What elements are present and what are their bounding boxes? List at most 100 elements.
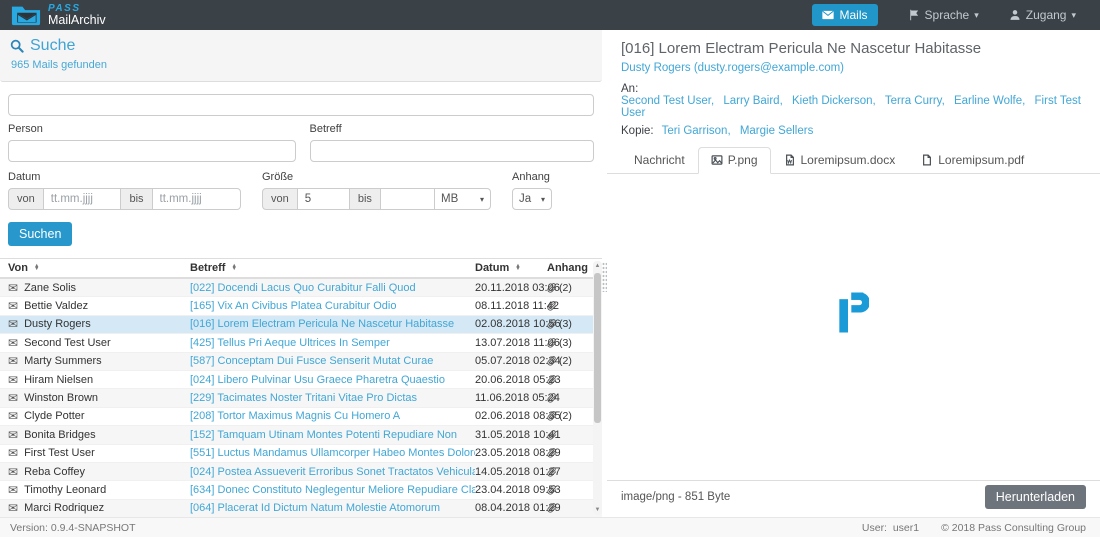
recipient-link[interactable]: Teri Garrison (661, 125, 728, 137)
mail-list-scrollbar[interactable]: ▲ ▼ (593, 261, 602, 515)
table-row[interactable]: ✉ Reba Coffey [024] Postea Assueverit Er… (0, 462, 602, 482)
sender-name: Timothy Leonard (24, 483, 107, 496)
sort-icon[interactable]: ▲▼ (515, 262, 521, 272)
size-unit-select[interactable]: MB ▾ (434, 188, 491, 210)
search-title-label: Suche (30, 37, 76, 54)
paperclip-icon (547, 485, 557, 495)
sender-name: Second Test User (24, 336, 111, 349)
recipient-link[interactable]: Margie Sellers (739, 125, 814, 137)
column-label: Anhang (547, 262, 588, 274)
column-header[interactable]: Datum ▲ ▼ (475, 262, 547, 274)
table-row[interactable]: ✉ Zane Solis [022] Docendi Lacus Quo Cur… (0, 279, 602, 298)
mails-label: Mails (839, 8, 868, 22)
table-row[interactable]: ✉ Bettie Valdez [165] Vix An Civibus Pla… (0, 297, 602, 316)
mail-subject-link[interactable]: [425] Tellus Pri Aeque Ultrices In Sempe… (190, 336, 390, 349)
attachment-preview (607, 174, 1100, 480)
mail-subject-link[interactable]: [208] Tortor Maximus Magnis Cu Homero A (190, 410, 401, 423)
column-label: Von (8, 262, 28, 274)
brand-subtitle: MailArchiv (48, 12, 106, 27)
fulltext-search-input[interactable] (8, 94, 594, 116)
download-button[interactable]: Herunterladen (984, 484, 1086, 509)
table-row[interactable]: ✉ Bonita Bridges [152] Tamquam Utinam Mo… (0, 426, 602, 445)
mail-subject-link[interactable]: [024] Postea Assueverit Erroribus Sonet … (190, 465, 475, 478)
splitter-grip-icon[interactable] (602, 262, 607, 292)
table-row[interactable]: ✉ Hiram Nielsen [024] Libero Pulvinar Us… (0, 371, 602, 390)
cc-recipients: Teri Garrison, Margie Sellers (661, 125, 814, 137)
date-von-input[interactable] (42, 188, 122, 210)
caret-down-icon: ▾ (974, 9, 979, 20)
envelope-icon: ✉ (8, 355, 19, 368)
table-row[interactable]: ✉ Winston Brown [229] Tacimates Noster T… (0, 389, 602, 408)
date-bis-input[interactable] (151, 188, 241, 210)
paperclip-icon (547, 338, 557, 348)
table-row[interactable]: ✉ Clyde Potter [208] Tortor Maximus Magn… (0, 408, 602, 427)
sort-icon[interactable]: ▲▼ (33, 262, 40, 272)
mail-subject-link[interactable]: [634] Donec Constituto Neglegentur Melio… (190, 483, 475, 496)
attachment-tab[interactable]: Nachricht (621, 147, 698, 174)
mail-subject-link[interactable]: [152] Tamquam Utinam Montes Potenti Repu… (190, 428, 457, 441)
panel-splitter[interactable] (602, 30, 607, 517)
sprache-menu[interactable]: Sprache ▾ (908, 8, 979, 22)
mail-subject-link[interactable]: [022] Docendi Lacus Quo Curabitur Falli … (190, 281, 416, 294)
recipient-link[interactable]: Larry Baird (723, 95, 780, 107)
mail-list: Von ▲▼ Betreff ▲▼ Datum ▲▼ Anhang ▲▼ ✉ Z… (0, 258, 602, 517)
sender-name: Hiram Nielsen (24, 373, 94, 386)
table-row[interactable]: ✉ Marty Summers [587] Conceptam Dui Fusc… (0, 352, 602, 371)
scroll-down-icon[interactable]: ▼ (594, 507, 601, 513)
mail-subject-link[interactable]: [016] Lorem Electram Pericula Ne Nascetu… (190, 318, 455, 331)
envelope-icon: ✉ (8, 300, 19, 313)
zugang-menu[interactable]: Zugang ▾ (1009, 8, 1076, 22)
attachment-tab[interactable]: Loremipsum.docx (771, 147, 909, 174)
mail-subject-link[interactable]: [229] Tacimates Noster Tritani Vitae Pro… (190, 392, 418, 405)
recipient-link[interactable]: Second Test User (621, 95, 711, 107)
betreff-input[interactable] (309, 140, 594, 162)
paperclip-icon (547, 466, 557, 477)
attachment-tab[interactable]: P.png (697, 147, 771, 174)
sort-icon[interactable]: ▲▼ (231, 262, 237, 272)
mail-date: 23.04.2018 09:53 (475, 483, 561, 496)
recipient-link[interactable]: First Test User (621, 95, 1081, 119)
envelope-icon: ✉ (8, 336, 19, 349)
table-row[interactable]: ✉ Dusty Rogers [016] Lorem Electram Peri… (0, 315, 602, 335)
paperclip-icon (547, 374, 557, 385)
mail-subject-link[interactable]: [064] Placerat Id Dictum Natum Molestie … (190, 502, 441, 515)
suchen-button[interactable]: Suchen (8, 222, 73, 246)
mail-date: 08.11.2018 11:42 (475, 300, 560, 313)
envelope-icon: ✉ (8, 373, 19, 386)
table-row[interactable]: ✉ Marci Rodriquez [064] Placerat Id Dict… (0, 499, 602, 517)
mail-subject-link[interactable]: [587] Conceptam Dui Fusce Senserit Mutat… (190, 355, 434, 368)
mail-date: 02.08.2018 10:56 (475, 318, 561, 331)
mail-date: 20.06.2018 05:23 (475, 373, 561, 386)
scroll-up-icon[interactable]: ▲ (594, 263, 601, 269)
version-text: Version: 0.9.4-SNAPSHOT (10, 521, 136, 534)
table-row[interactable]: ✉ Timothy Leonard [634] Donec Constituto… (0, 481, 602, 500)
brand[interactable]: PASS MailArchiv (10, 3, 106, 27)
mail-subject-link[interactable]: [165] Vix An Civibus Platea Curabitur Od… (190, 300, 397, 313)
attachment-tab[interactable]: Loremipsum.pdf (908, 147, 1037, 174)
recipient-link[interactable]: Kieth Dickerson (791, 95, 873, 107)
size-bis-input[interactable] (379, 188, 436, 210)
search-panel: Suche 965 Mails gefunden Person Betreff (0, 30, 602, 517)
cc-recipients-row: Kopie: Teri Garrison, Margie Sellers (621, 125, 1086, 137)
scrollbar-thumb[interactable] (594, 273, 601, 423)
person-input[interactable] (8, 140, 296, 162)
mail-subject-link[interactable]: [551] Luctus Mandamus Ullamcorper Habeo … (190, 447, 475, 460)
anhang-label: Anhang (512, 171, 550, 183)
anhang-value: Ja (519, 193, 532, 205)
mail-date: 02.06.2018 08:35 (475, 410, 561, 423)
an-label: An: (621, 83, 639, 95)
recipient-link[interactable]: Earline Wolfe (953, 95, 1023, 107)
preview-image (838, 292, 870, 337)
size-unit-value: MB (441, 193, 459, 205)
sender-name: Marci Rodriquez (24, 502, 105, 515)
sender-link[interactable]: Dusty Rogers (dusty.rogers@example.com) (621, 62, 845, 74)
table-row[interactable]: ✉ First Test User [551] Luctus Mandamus … (0, 445, 602, 463)
anhang-select[interactable]: Ja ▾ (512, 188, 552, 210)
mail-subject-link[interactable]: [024] Libero Pulvinar Usu Graece Pharetr… (190, 373, 445, 386)
size-von-input[interactable] (296, 188, 350, 210)
mails-button[interactable]: Mails (811, 4, 878, 26)
table-row[interactable]: ✉ Second Test User [425] Tellus Pri Aequ… (0, 334, 602, 353)
column-header[interactable]: Von ▲ ▼ (0, 262, 190, 274)
recipient-link[interactable]: Terra Curry (884, 95, 942, 107)
column-header[interactable]: Betreff ▲ ▼ (190, 262, 475, 274)
